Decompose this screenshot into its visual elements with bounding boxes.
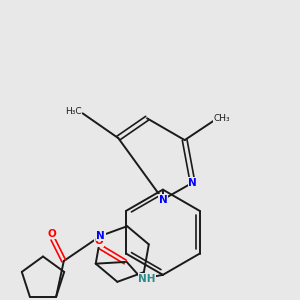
Text: H₃C: H₃C xyxy=(65,107,82,116)
Text: CH₃: CH₃ xyxy=(214,114,230,123)
Text: N: N xyxy=(96,231,105,241)
Text: O: O xyxy=(47,229,56,239)
Text: N: N xyxy=(158,194,167,205)
Text: O: O xyxy=(94,236,103,246)
Text: NH: NH xyxy=(138,274,156,284)
Text: N: N xyxy=(188,178,197,188)
